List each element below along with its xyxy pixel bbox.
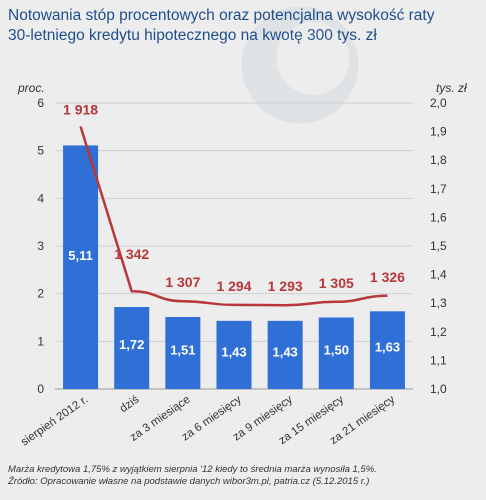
right-tick-label: 1,9 xyxy=(430,125,447,139)
right-axis-label: tys. zł xyxy=(436,81,467,95)
left-tick-label: 3 xyxy=(37,239,44,253)
chart-title: Notowania stóp procentowych oraz potencj… xyxy=(8,7,435,44)
category-label: sierpień 2012 r. xyxy=(19,394,90,449)
bar-value-label: 1,43 xyxy=(272,345,297,360)
right-tick-label: 1,2 xyxy=(430,325,447,339)
left-tick-label: 6 xyxy=(37,96,44,110)
left-tick-label: 1 xyxy=(37,334,44,348)
source-note: Źródło: Opracowanie własne na podstawie … xyxy=(8,476,370,487)
right-tick-label: 1,7 xyxy=(430,182,447,196)
bar-value-label: 1,43 xyxy=(221,345,246,360)
installment-value-label: 1 918 xyxy=(63,101,98,117)
bar-value-label: 1,63 xyxy=(375,339,400,354)
installment-value-label: 1 307 xyxy=(165,274,200,290)
watermark-logo-icon xyxy=(241,6,359,124)
right-tick-label: 2,0 xyxy=(430,96,447,110)
bar-value-label: 1,50 xyxy=(324,343,349,358)
installment-line xyxy=(79,126,388,307)
right-tick-label: 1,5 xyxy=(430,239,447,253)
footnote: Marża kredytowa 1,75% z wyjątkiem sierpn… xyxy=(8,464,478,488)
left-axis-label: proc. xyxy=(17,81,45,95)
margin-note: Marża kredytowa 1,75% z wyjątkiem sierpn… xyxy=(8,464,377,475)
right-tick-label: 1,8 xyxy=(430,153,447,167)
bar xyxy=(216,320,252,389)
right-tick-label: 1,0 xyxy=(430,382,447,396)
right-tick-label: 1,4 xyxy=(430,268,447,282)
left-tick-label: 2 xyxy=(37,287,44,301)
bar xyxy=(165,317,201,389)
installment-value-label: 1 293 xyxy=(268,278,303,294)
right-tick-label: 1,3 xyxy=(430,296,447,310)
left-tick-label: 4 xyxy=(37,191,44,205)
bar-value-label: 1,51 xyxy=(170,342,195,357)
right-tick-label: 1,1 xyxy=(430,353,447,367)
left-tick-label: 5 xyxy=(37,144,44,158)
category-label: dziś xyxy=(118,393,142,415)
bar-value-label: 5,11 xyxy=(68,248,93,263)
bar xyxy=(63,145,99,389)
right-tick-label: 1,6 xyxy=(430,210,447,224)
bar xyxy=(318,317,354,389)
installment-value-label: 1 305 xyxy=(319,275,354,291)
bar xyxy=(369,311,405,389)
left-tick-label: 0 xyxy=(37,382,44,396)
bar-value-label: 1,72 xyxy=(119,337,144,352)
installment-value-label: 1 342 xyxy=(114,246,149,262)
bar xyxy=(114,307,150,389)
installment-value-label: 1 326 xyxy=(370,269,405,285)
installment-value-label: 1 294 xyxy=(216,278,251,294)
bar xyxy=(267,320,303,389)
